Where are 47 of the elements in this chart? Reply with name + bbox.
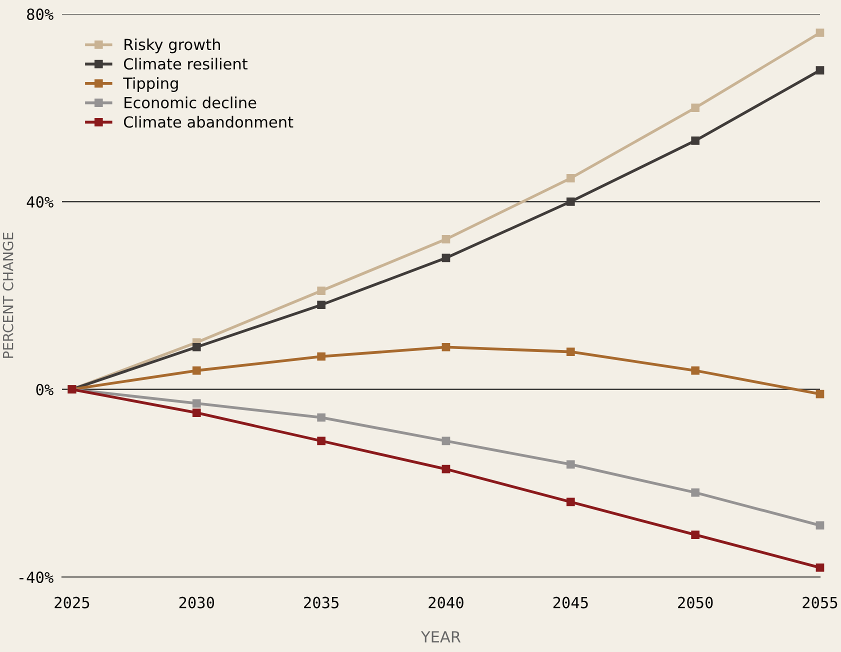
- point: [816, 28, 824, 37]
- point: [317, 413, 326, 422]
- point: [691, 530, 700, 539]
- point: [317, 436, 326, 446]
- legend-label: Climate resilient: [124, 58, 248, 70]
- point: [192, 342, 201, 352]
- point: [317, 286, 326, 295]
- point: [442, 342, 450, 352]
- point: [691, 136, 700, 145]
- point: [691, 488, 700, 497]
- x-tick-label: 2025: [54, 596, 90, 608]
- x-tick-label: 2040: [428, 596, 464, 608]
- y-tick-label: 40%: [26, 196, 54, 208]
- y-tick-label: 80%: [27, 8, 54, 20]
- y-axis-title: PERCENT CHANGE: [2, 232, 14, 358]
- point: [566, 460, 575, 469]
- legend-label: Economic decline: [124, 96, 256, 108]
- point: [816, 66, 824, 74]
- point: [192, 408, 201, 417]
- legend-label: Climate abandonment: [124, 116, 294, 128]
- point: [566, 348, 575, 356]
- x-tick-label: 2055: [802, 596, 838, 608]
- point: [442, 254, 450, 262]
- point: [317, 352, 326, 361]
- point: [566, 498, 575, 506]
- x-tick-label: 2050: [678, 596, 713, 608]
- point: [442, 235, 450, 244]
- point: [442, 464, 450, 474]
- point: [816, 563, 824, 572]
- point: [442, 436, 450, 446]
- y-tick-label: -40%: [20, 572, 54, 584]
- point: [691, 366, 700, 375]
- point: [192, 399, 201, 408]
- point: [816, 521, 824, 530]
- x-tick-label: 2035: [304, 596, 338, 608]
- legend-label: Tipping: [123, 77, 178, 92]
- x-axis-title: YEAR: [420, 631, 461, 642]
- legend-label: Risky growth: [124, 38, 220, 54]
- point: [691, 104, 700, 112]
- point: [566, 174, 575, 182]
- point: [317, 300, 326, 310]
- point: [192, 366, 201, 375]
- x-tick-label: 2045: [553, 596, 588, 608]
- point: [566, 198, 575, 206]
- point: [816, 390, 824, 398]
- x-tick-label: 2030: [179, 596, 214, 608]
- y-tick-label: 0%: [36, 384, 54, 396]
